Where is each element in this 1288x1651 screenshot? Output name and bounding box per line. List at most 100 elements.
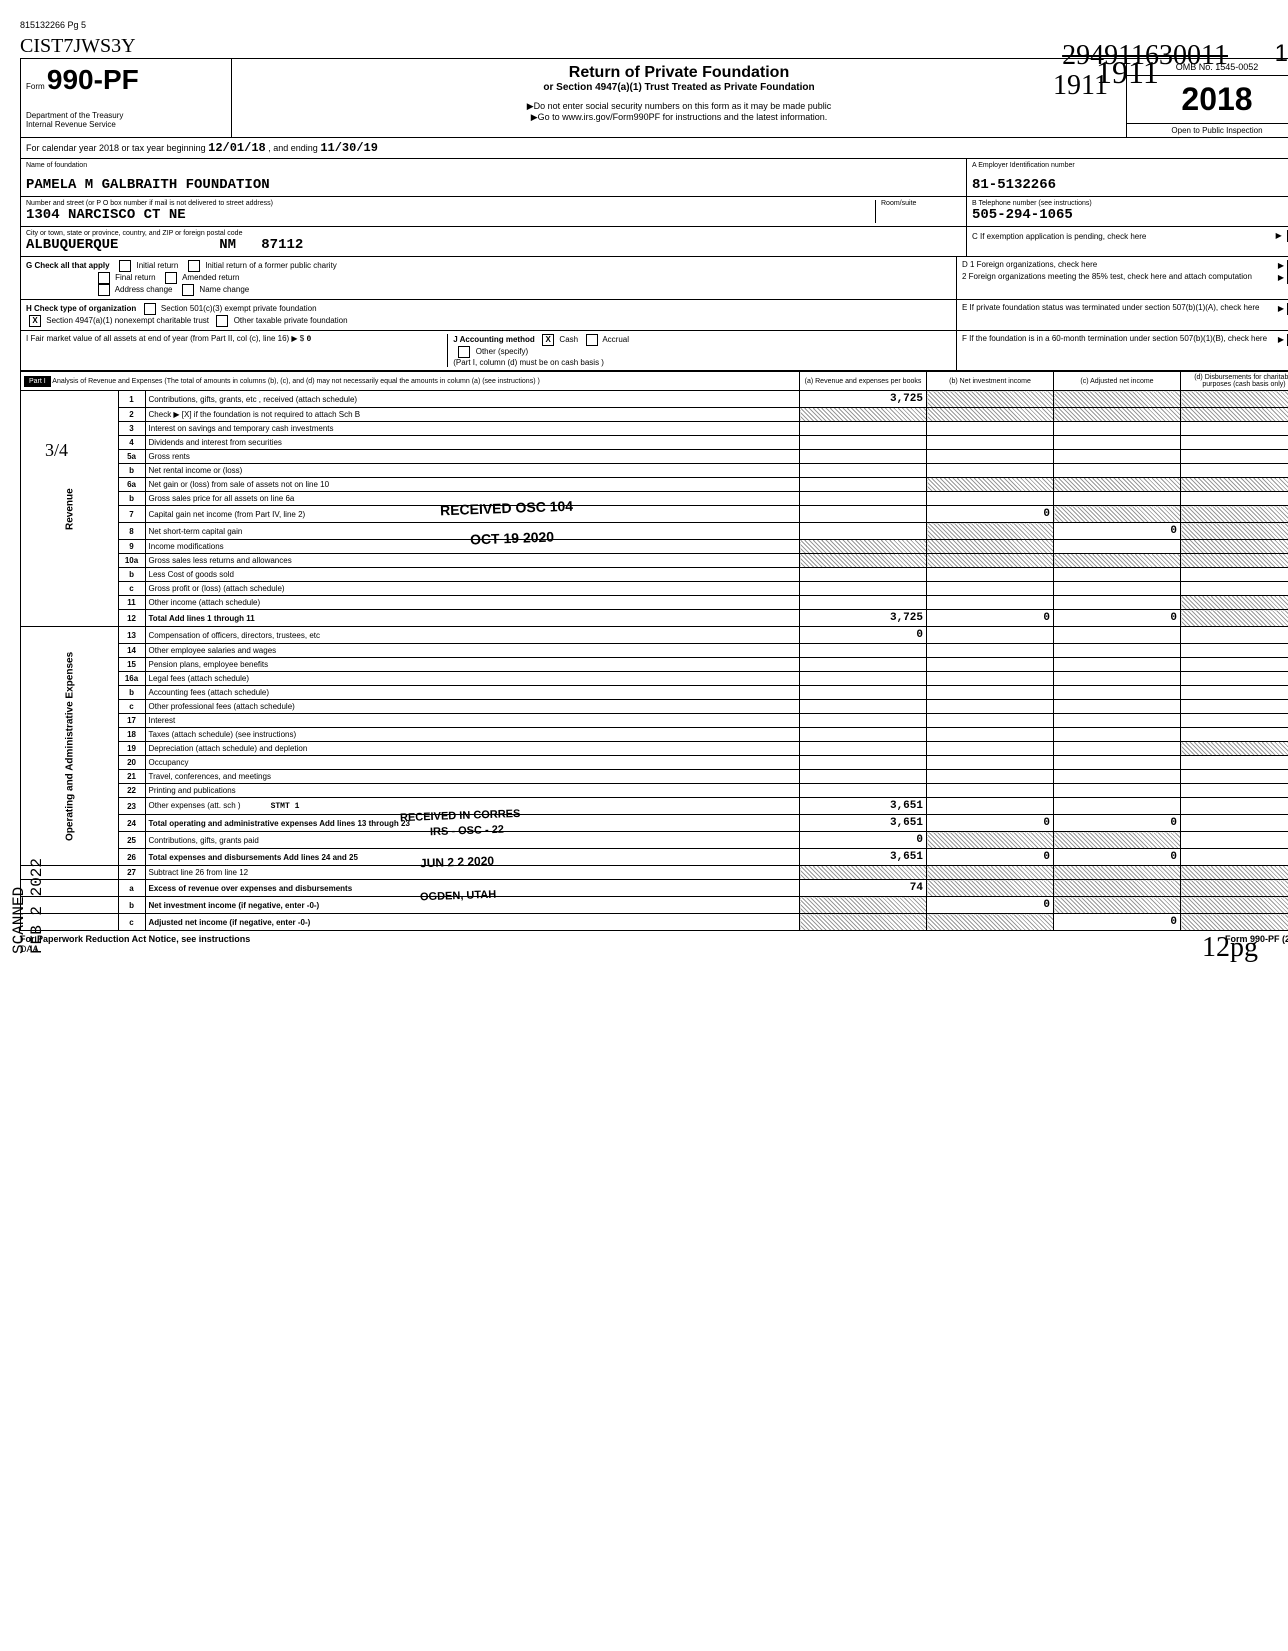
cb-other[interactable]: [458, 346, 470, 358]
row-description: Interest: [145, 714, 799, 728]
row-number: 3: [118, 422, 145, 436]
data-cell: [927, 914, 1054, 931]
c-label: C If exemption application is pending, c…: [972, 232, 1146, 241]
cb-initial-former[interactable]: [188, 260, 200, 272]
d2-label: 2 Foreign organizations meeting the 85% …: [962, 272, 1252, 284]
data-cell: [1181, 742, 1288, 756]
foundation-info: Name of foundation PAMELA M GALBRAITH FO…: [20, 159, 1288, 257]
data-cell: [1181, 686, 1288, 700]
table-row: 11Other income (attach schedule): [21, 596, 1288, 610]
room-label: Room/suite: [881, 200, 961, 207]
form-word: Form: [26, 82, 45, 91]
data-cell: [1054, 756, 1181, 770]
table-row: 24Total operating and administrative exp…: [21, 815, 1288, 832]
row-number: 23: [118, 798, 145, 815]
data-cell: [1181, 610, 1288, 627]
col-d-header: (d) Disbursements for charitable purpose…: [1181, 372, 1288, 391]
table-row: 4Dividends and interest from securities: [21, 436, 1288, 450]
data-cell: [1181, 770, 1288, 784]
foundation-name: PAMELA M GALBRAITH FOUNDATION: [26, 177, 961, 193]
cb-amended[interactable]: [165, 272, 177, 284]
j-label: J Accounting method: [453, 335, 534, 344]
form-note2: Go to www.irs.gov/Form990PF for instruct…: [538, 112, 828, 122]
cb-cash[interactable]: X: [542, 334, 554, 346]
data-cell: [1181, 554, 1288, 568]
data-cell: [1181, 866, 1288, 880]
table-row: 27Subtract line 26 from line 12: [21, 866, 1288, 880]
cb-final[interactable]: [98, 272, 110, 284]
data-cell: [927, 596, 1054, 610]
data-cell: [1054, 798, 1181, 815]
row-description: Depreciation (attach schedule) and deple…: [145, 742, 799, 756]
cb-initial[interactable]: [119, 260, 131, 272]
row-description: Accounting fees (attach schedule): [145, 686, 799, 700]
cb-accrual[interactable]: [586, 334, 598, 346]
foundation-city: ALBUQUERQUE: [26, 237, 118, 253]
table-row: 6aNet gain or (loss) from sale of assets…: [21, 478, 1288, 492]
i-value: 0: [307, 335, 312, 344]
data-cell: [1181, 880, 1288, 897]
data-cell: [1054, 540, 1181, 554]
data-cell: [1181, 523, 1288, 540]
form-subtitle: or Section 4947(a)(1) Trust Treated as P…: [237, 82, 1121, 93]
data-cell: [800, 596, 927, 610]
row-number: 7: [118, 506, 145, 523]
data-cell: 0: [927, 506, 1054, 523]
row-number: 18: [118, 728, 145, 742]
row-number: 6a: [118, 478, 145, 492]
data-cell: 3,651: [800, 798, 927, 815]
row-number: 24: [118, 815, 145, 832]
data-cell: [800, 784, 927, 798]
data-cell: 0: [800, 832, 927, 849]
row-description: Printing and publications: [145, 784, 799, 798]
data-cell: 0: [800, 627, 927, 644]
row-number: 17: [118, 714, 145, 728]
data-cell: [1054, 686, 1181, 700]
data-cell: [1181, 408, 1288, 422]
data-cell: 3,725: [800, 391, 927, 408]
table-row: bAccounting fees (attach schedule): [21, 686, 1288, 700]
col-b-header: (b) Net investment income: [927, 372, 1054, 391]
calendar-year-row: For calendar year 2018 or tax year begin…: [20, 138, 1288, 159]
row-description: Dividends and interest from securities: [145, 436, 799, 450]
data-cell: [1054, 627, 1181, 644]
data-cell: [1054, 880, 1181, 897]
data-cell: [927, 627, 1054, 644]
row-number: b: [118, 897, 145, 914]
row-number: 20: [118, 756, 145, 770]
cb-h3[interactable]: [216, 315, 228, 327]
cb-address[interactable]: [98, 284, 110, 296]
data-cell: [927, 554, 1054, 568]
data-cell: [800, 492, 927, 506]
row-description: Taxes (attach schedule) (see instruction…: [145, 728, 799, 742]
data-cell: [1054, 596, 1181, 610]
form-title: Return of Private Foundation: [237, 64, 1121, 82]
data-cell: 0: [1054, 815, 1181, 832]
cb-h2[interactable]: X: [29, 315, 41, 327]
data-cell: [1054, 422, 1181, 436]
row-number: 5a: [118, 450, 145, 464]
data-cell: [1054, 568, 1181, 582]
f-label: F If the foundation is in a 60-month ter…: [962, 334, 1267, 367]
data-cell: [927, 391, 1054, 408]
i-label: I Fair market value of all assets at end…: [26, 334, 304, 343]
data-cell: [927, 770, 1054, 784]
handwritten-1911-b: 1911: [1096, 54, 1159, 91]
data-cell: [1054, 582, 1181, 596]
data-cell: [927, 408, 1054, 422]
city-label: City or town, state or province, country…: [26, 230, 961, 237]
data-cell: [927, 523, 1054, 540]
open-inspection: Open to Public Inspection: [1127, 123, 1288, 137]
data-cell: [1181, 700, 1288, 714]
table-row: 20Occupancy: [21, 756, 1288, 770]
row-description: Gross profit or (loss) (attach schedule): [145, 582, 799, 596]
row-number: c: [118, 700, 145, 714]
cb-name[interactable]: [182, 284, 194, 296]
data-cell: [1181, 596, 1288, 610]
data-cell: [1181, 798, 1288, 815]
data-cell: 0: [1054, 610, 1181, 627]
cb-h1[interactable]: [144, 303, 156, 315]
row-description: Pension plans, employee benefits: [145, 658, 799, 672]
data-cell: [1181, 644, 1288, 658]
table-row: bNet rental income or (loss): [21, 464, 1288, 478]
